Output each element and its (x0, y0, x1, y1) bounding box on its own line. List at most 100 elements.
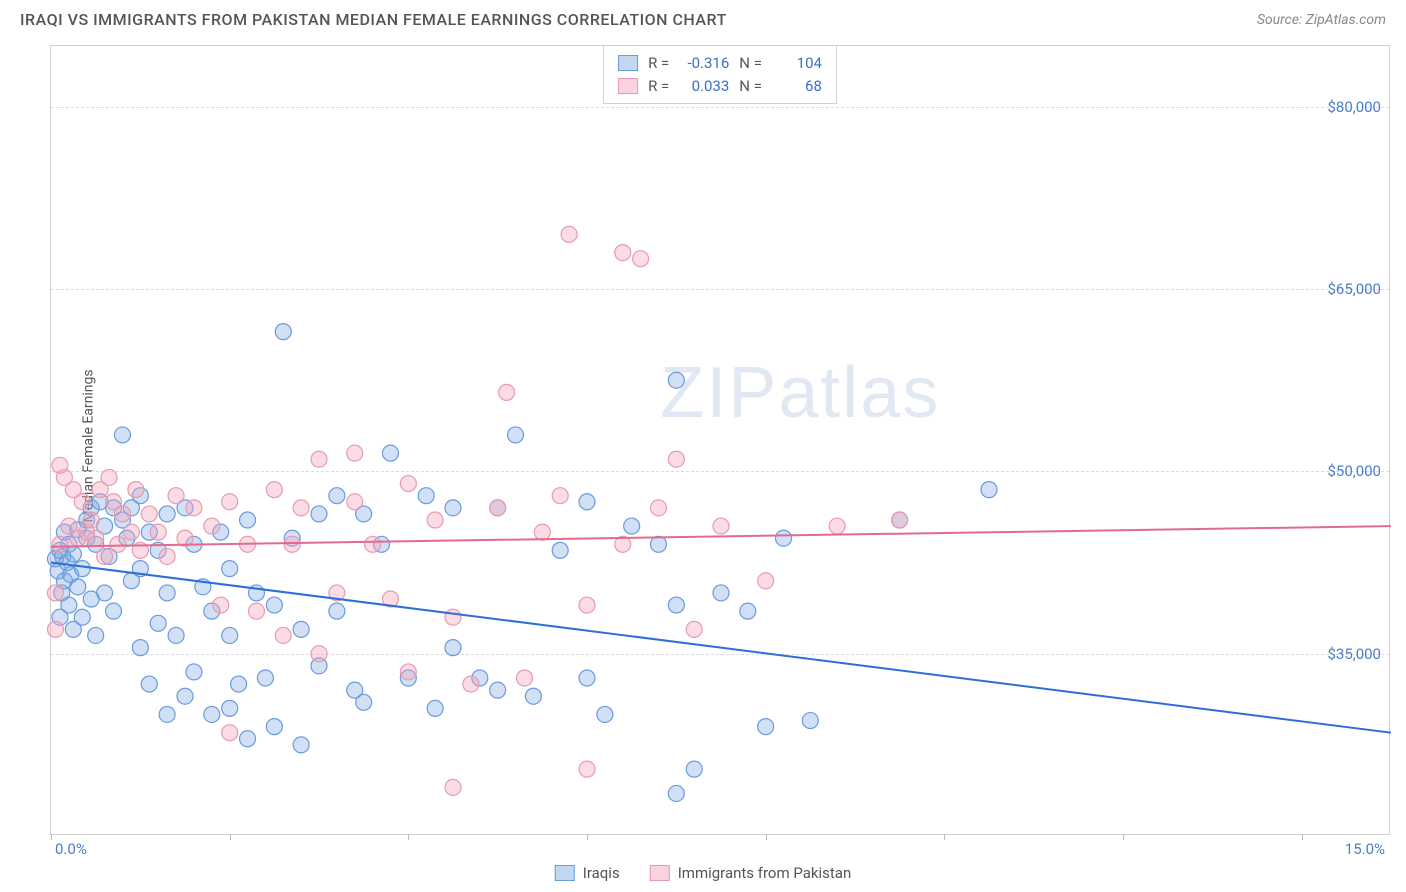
data-point (128, 482, 144, 498)
data-point (445, 500, 461, 516)
data-point (74, 609, 90, 625)
data-point (579, 670, 595, 686)
x-tick (51, 834, 52, 840)
data-point (579, 597, 595, 613)
data-point (248, 603, 264, 619)
data-point (686, 761, 702, 777)
data-point (266, 597, 282, 613)
data-point (168, 488, 184, 504)
data-point (101, 469, 117, 485)
x-tick (944, 834, 945, 840)
correlation-legend: R = -0.316 N = 104 R = 0.033 N = 68 (603, 46, 837, 104)
data-point (61, 597, 77, 613)
data-point (427, 512, 443, 528)
chart-plot-area: ZIPatlas $35,000$50,000$65,000$80,000 R … (50, 45, 1390, 835)
data-point (240, 512, 256, 528)
data-point (776, 530, 792, 546)
data-point (150, 615, 166, 631)
data-point (74, 494, 90, 510)
legend-label-0: Iraqis (583, 864, 620, 882)
chart-title: IRAQI VS IMMIGRANTS FROM PAKISTAN MEDIAN… (20, 10, 727, 29)
data-point (257, 670, 273, 686)
data-point (347, 494, 363, 510)
data-point (141, 676, 157, 692)
data-point (668, 451, 684, 467)
data-point (347, 445, 363, 461)
data-point (222, 627, 238, 643)
data-point (382, 445, 398, 461)
data-point (508, 427, 524, 443)
data-point (204, 706, 220, 722)
data-point (293, 500, 309, 516)
data-point (88, 530, 104, 546)
data-point (222, 725, 238, 741)
data-point (552, 542, 568, 558)
data-point (686, 621, 702, 637)
data-point (624, 518, 640, 534)
data-point (52, 457, 68, 473)
data-point (47, 621, 63, 637)
swatch-icon (650, 865, 670, 881)
legend-label-1: Immigrants from Pakistan (678, 864, 852, 882)
data-point (97, 548, 113, 564)
data-point (668, 597, 684, 613)
data-point (579, 494, 595, 510)
data-point (445, 779, 461, 795)
correlation-row-1: R = 0.033 N = 68 (618, 75, 822, 98)
data-point (650, 536, 666, 552)
r-label: R = (648, 52, 669, 75)
data-point (70, 579, 86, 595)
data-point (204, 518, 220, 534)
data-point (275, 324, 291, 340)
data-point (329, 603, 345, 619)
legend-item-1: Immigrants from Pakistan (650, 864, 852, 882)
data-point (88, 627, 104, 643)
data-point (186, 664, 202, 680)
data-point (311, 646, 327, 662)
r-label: R = (648, 75, 669, 98)
data-point (758, 719, 774, 735)
data-point (516, 670, 532, 686)
data-point (222, 561, 238, 577)
swatch-icon (555, 865, 575, 881)
x-tick (408, 834, 409, 840)
data-point (177, 688, 193, 704)
data-point (266, 482, 282, 498)
data-point (275, 627, 291, 643)
data-point (123, 524, 139, 540)
data-point (150, 524, 166, 540)
data-point (168, 627, 184, 643)
data-point (356, 694, 372, 710)
data-point (534, 524, 550, 540)
data-point (758, 573, 774, 589)
data-point (284, 536, 300, 552)
series-legend: Iraqis Immigrants from Pakistan (555, 864, 851, 882)
data-point (713, 585, 729, 601)
data-point (892, 512, 908, 528)
data-point (311, 451, 327, 467)
data-point (114, 427, 130, 443)
data-point (552, 488, 568, 504)
data-point (293, 737, 309, 753)
source-name: ZipAtlas.com (1306, 12, 1386, 28)
data-point (561, 226, 577, 242)
data-point (400, 476, 416, 492)
data-point (159, 585, 175, 601)
r-value-0: -0.316 (679, 52, 729, 75)
x-tick (1123, 834, 1124, 840)
data-point (740, 603, 756, 619)
x-tick (587, 834, 588, 840)
legend-item-0: Iraqis (555, 864, 620, 882)
data-point (132, 640, 148, 656)
swatch-icon (618, 55, 638, 71)
correlation-row-0: R = -0.316 N = 104 (618, 52, 822, 75)
n-value-1: 68 (772, 75, 822, 98)
chart-header: IRAQI VS IMMIGRANTS FROM PAKISTAN MEDIAN… (0, 0, 1406, 37)
data-point (427, 700, 443, 716)
swatch-icon (618, 78, 638, 94)
data-point (213, 597, 229, 613)
data-point (266, 719, 282, 735)
data-point (231, 676, 247, 692)
x-tick (766, 834, 767, 840)
data-point (829, 518, 845, 534)
